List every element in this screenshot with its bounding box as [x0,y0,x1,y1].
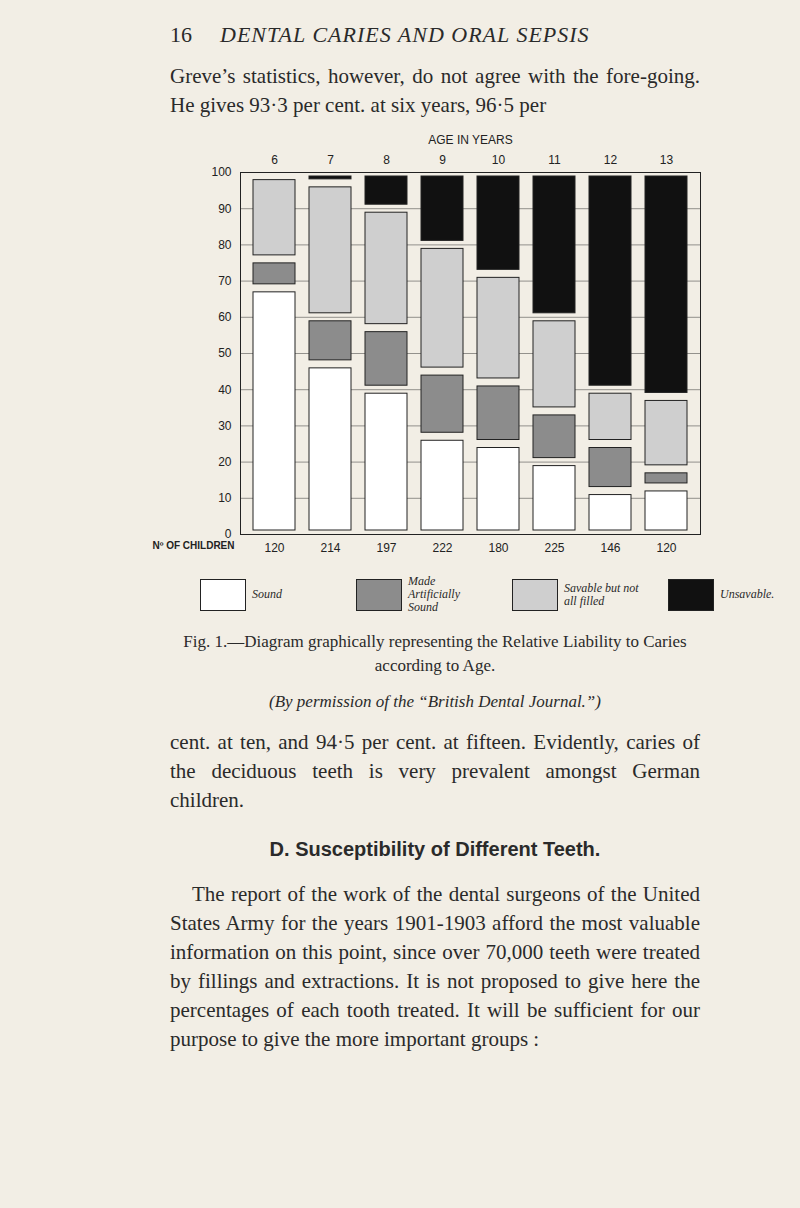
svg-text:20: 20 [218,455,232,469]
html-text:DENTAL CARIES AND ORAL SEPSIS: DENTAL CARIES AND ORAL SEPSIS [220,22,590,47]
svg-text:0: 0 [224,527,232,542]
html-text:D. Susceptibility of Different: D. Susceptibility of Different Teeth. [269,838,601,860]
svg-text:225: 225 [544,541,564,555]
svg-text:8: 8 [383,153,390,167]
svg-text:100: 100 [211,165,231,179]
svg-text:90: 90 [218,202,232,216]
html-text:Sound: Sound [252,587,282,601]
svg-text:12: 12 [604,153,618,167]
svg-text:120: 120 [264,541,284,555]
html-text:(By permission of the “British: (By permission of the “British Dental Jo… [269,692,601,711]
svg-text:7: 7 [327,153,334,167]
svg-text:197: 197 [376,541,396,555]
svg-text:Nº OF CHILDREN: Nº OF CHILDREN [153,540,235,551]
html-text:Greve’s statistics, however, d: Greve’s statistics, however, do not agre… [170,64,700,117]
svg-text:146: 146 [600,541,620,555]
svg-text:120: 120 [656,541,676,555]
html-text:cent. at ten, and 94·5 per cen: cent. at ten, and 94·5 per cent. at fift… [170,730,700,812]
html-text:Fig. 1.—Diagram graphically re: Fig. 1.—Diagram graphically representing… [183,632,687,675]
svg-text:11: 11 [548,153,561,167]
svg-text:10: 10 [492,153,506,167]
svg-text:60: 60 [218,310,232,324]
svg-text:10: 10 [218,491,232,505]
html-text:Unsavable.: Unsavable. [720,587,775,601]
svg-text:80: 80 [218,238,232,252]
svg-text:6: 6 [271,153,278,167]
svg-text:30: 30 [218,419,232,433]
svg-text:9: 9 [439,153,446,167]
html-text:Made Artificially Sound: Made Artificially Sound [408,574,460,614]
html-text:The report of the work of the: The report of the work of the dental sur… [170,882,700,1051]
svg-text:180: 180 [488,541,508,555]
html-text:Savable but not all filled: Savable but not all filled [564,580,639,608]
svg-text:222: 222 [432,541,452,555]
svg-text:50: 50 [218,346,232,360]
svg-text:214: 214 [320,541,340,555]
svg-text:70: 70 [218,274,232,288]
html-text:16: 16 [170,22,192,47]
svg-text:40: 40 [218,383,232,397]
svg-text:AGE IN YEARS: AGE IN YEARS [428,133,512,147]
svg-text:13: 13 [660,153,674,167]
